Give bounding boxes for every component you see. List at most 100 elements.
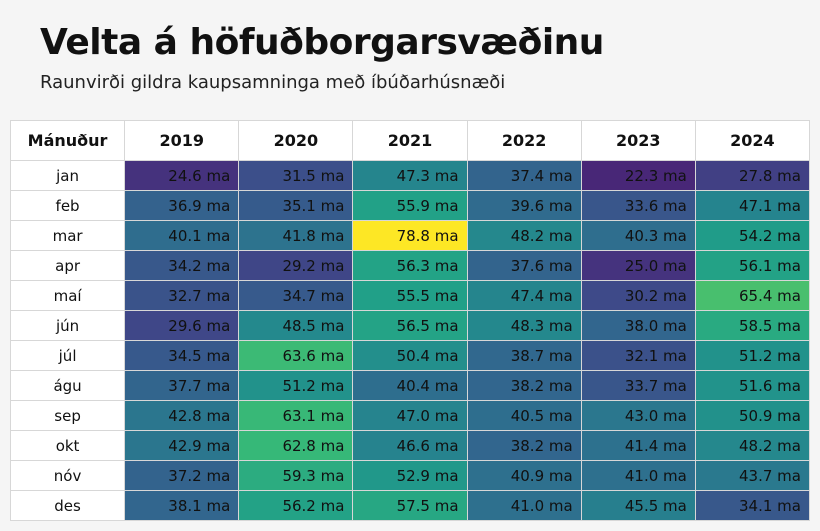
heatmap-cell: 32.7 ma — [124, 280, 240, 311]
heatmap-cell: 42.8 ma — [124, 400, 240, 431]
heatmap-cell: 34.7 ma — [238, 280, 354, 311]
heatmap-cell: 59.3 ma — [238, 460, 354, 491]
column-header-2021: 2021 — [352, 120, 468, 161]
row-header-label: Mánuður — [9, 120, 126, 161]
heatmap-cell: 55.5 ma — [352, 280, 468, 311]
heatmap-cell: 48.5 ma — [238, 310, 354, 341]
table-row: jan 24.6 ma 31.5 ma 47.3 ma 37.4 ma 22.3 ma 27… — [9, 160, 811, 191]
chart-subtitle: Raunvirði gildra kaupsamninga með íbúðar… — [40, 72, 506, 93]
heatmap-cell: 31.5 ma — [238, 160, 354, 191]
heatmap-cell: 39.6 ma — [466, 190, 582, 221]
row-label: águ — [9, 370, 126, 401]
column-header-2020: 2020 — [238, 120, 354, 161]
heatmap-cell: 63.6 ma — [238, 340, 354, 371]
table-row: des 38.1 ma 56.2 ma 57.5 ma 41.0 ma 45.5 ma 34… — [9, 490, 811, 521]
row-label: maí — [9, 280, 126, 311]
heatmap-cell: 40.4 ma — [352, 370, 468, 401]
heatmap-cell: 38.0 ma — [580, 310, 696, 341]
heatmap-cell: 52.9 ma — [352, 460, 468, 491]
heatmap-cell: 33.7 ma — [580, 370, 696, 401]
heatmap-cell: 48.2 ma — [694, 430, 811, 461]
heatmap-cell: 45.5 ma — [580, 490, 696, 521]
heatmap-cell: 38.7 ma — [466, 340, 582, 371]
heatmap-cell: 40.3 ma — [580, 220, 696, 251]
heatmap-cell: 40.5 ma — [466, 400, 582, 431]
heatmap-cell: 58.5 ma — [694, 310, 811, 341]
heatmap-cell: 24.6 ma — [124, 160, 240, 191]
heatmap-cell: 41.0 ma — [580, 460, 696, 491]
heatmap-cell: 62.8 ma — [238, 430, 354, 461]
heatmap-cell: 47.1 ma — [694, 190, 811, 221]
heatmap-cell: 32.1 ma — [580, 340, 696, 371]
heatmap-cell: 41.4 ma — [580, 430, 696, 461]
heatmap-cell: 50.9 ma — [694, 400, 811, 431]
table-row: júl 34.5 ma 63.6 ma 50.4 ma 38.7 ma 32.1 ma 51… — [9, 340, 811, 371]
table-row: mar 40.1 ma 41.8 ma 78.8 ma 48.2 ma 40.3 ma 54… — [9, 220, 811, 251]
heatmap-cell: 34.1 ma — [694, 490, 811, 521]
heatmap-cell: 47.3 ma — [352, 160, 468, 191]
chart-title: Velta á höfuðborgarsvæðinu — [40, 22, 604, 63]
heatmap-cell: 37.4 ma — [466, 160, 582, 191]
heatmap-cell: 30.2 ma — [580, 280, 696, 311]
heatmap-cell: 34.5 ma — [124, 340, 240, 371]
heatmap-cell: 40.1 ma — [124, 220, 240, 251]
heatmap-cell: 43.0 ma — [580, 400, 696, 431]
row-label: okt — [9, 430, 126, 461]
row-label: júl — [9, 340, 126, 371]
heatmap-cell: 46.6 ma — [352, 430, 468, 461]
heatmap-cell: 56.5 ma — [352, 310, 468, 341]
table-row: okt 42.9 ma 62.8 ma 46.6 ma 38.2 ma 41.4 ma 48… — [9, 430, 811, 461]
heatmap-cell: 41.0 ma — [466, 490, 582, 521]
heatmap-cell: 78.8 ma — [352, 220, 468, 251]
heatmap-cell: 37.6 ma — [466, 250, 582, 281]
heatmap-cell: 57.5 ma — [352, 490, 468, 521]
heatmap-cell: 27.8 ma — [694, 160, 811, 191]
heatmap-cell: 43.7 ma — [694, 460, 811, 491]
heatmap-cell: 41.8 ma — [238, 220, 354, 251]
table-row: sep 42.8 ma 63.1 ma 47.0 ma 40.5 ma 43.0 ma 50… — [9, 400, 811, 431]
heatmap-body: jan 24.6 ma 31.5 ma 47.3 ma 37.4 ma 22.3 ma 27… — [9, 160, 811, 521]
heatmap-cell: 42.9 ma — [124, 430, 240, 461]
heatmap-cell: 50.4 ma — [352, 340, 468, 371]
row-label: mar — [9, 220, 126, 251]
row-label: jan — [9, 160, 126, 191]
heatmap-cell: 40.9 ma — [466, 460, 582, 491]
heatmap-cell: 29.2 ma — [238, 250, 354, 281]
heatmap-cell: 56.1 ma — [694, 250, 811, 281]
heatmap-table: Mánuður 2019 2020 2021 2022 2023 2024 jan 24.6… — [9, 120, 811, 521]
heatmap-cell: 54.2 ma — [694, 220, 811, 251]
row-label: apr — [9, 250, 126, 281]
heatmap-cell: 22.3 ma — [580, 160, 696, 191]
heatmap-cell: 56.3 ma — [352, 250, 468, 281]
heatmap-cell: 38.2 ma — [466, 370, 582, 401]
column-header-2019: 2019 — [124, 120, 240, 161]
column-header-2024: 2024 — [694, 120, 811, 161]
heatmap-cell: 47.4 ma — [466, 280, 582, 311]
heatmap-cell: 63.1 ma — [238, 400, 354, 431]
heatmap-cell: 34.2 ma — [124, 250, 240, 281]
table-row: jún 29.6 ma 48.5 ma 56.5 ma 48.3 ma 38.0 ma 58… — [9, 310, 811, 341]
table-row: maí 32.7 ma 34.7 ma 55.5 ma 47.4 ma 30.2 ma 65… — [9, 280, 811, 311]
heatmap-cell: 55.9 ma — [352, 190, 468, 221]
heatmap-cell: 36.9 ma — [124, 190, 240, 221]
heatmap-cell: 65.4 ma — [694, 280, 811, 311]
heatmap-cell: 38.2 ma — [466, 430, 582, 461]
heatmap-cell: 56.2 ma — [238, 490, 354, 521]
table-row: águ 37.7 ma 51.2 ma 40.4 ma 38.2 ma 33.7 ma 51… — [9, 370, 811, 401]
row-label: sep — [9, 400, 126, 431]
heatmap-cell: 35.1 ma — [238, 190, 354, 221]
heatmap-cell: 25.0 ma — [580, 250, 696, 281]
table-row: nóv 37.2 ma 59.3 ma 52.9 ma 40.9 ma 41.0 ma 43… — [9, 460, 811, 491]
table-row: feb 36.9 ma 35.1 ma 55.9 ma 39.6 ma 33.6 ma 47… — [9, 190, 811, 221]
heatmap-cell: 51.6 ma — [694, 370, 811, 401]
column-header-2022: 2022 — [466, 120, 582, 161]
row-label: nóv — [9, 460, 126, 491]
heatmap-cell: 29.6 ma — [124, 310, 240, 341]
header-row: Mánuður 2019 2020 2021 2022 2023 2024 — [9, 120, 811, 161]
row-label: des — [9, 490, 126, 521]
heatmap-cell: 48.2 ma — [466, 220, 582, 251]
row-label: jún — [9, 310, 126, 341]
row-label: feb — [9, 190, 126, 221]
heatmap-cell: 33.6 ma — [580, 190, 696, 221]
heatmap-cell: 51.2 ma — [694, 340, 811, 371]
